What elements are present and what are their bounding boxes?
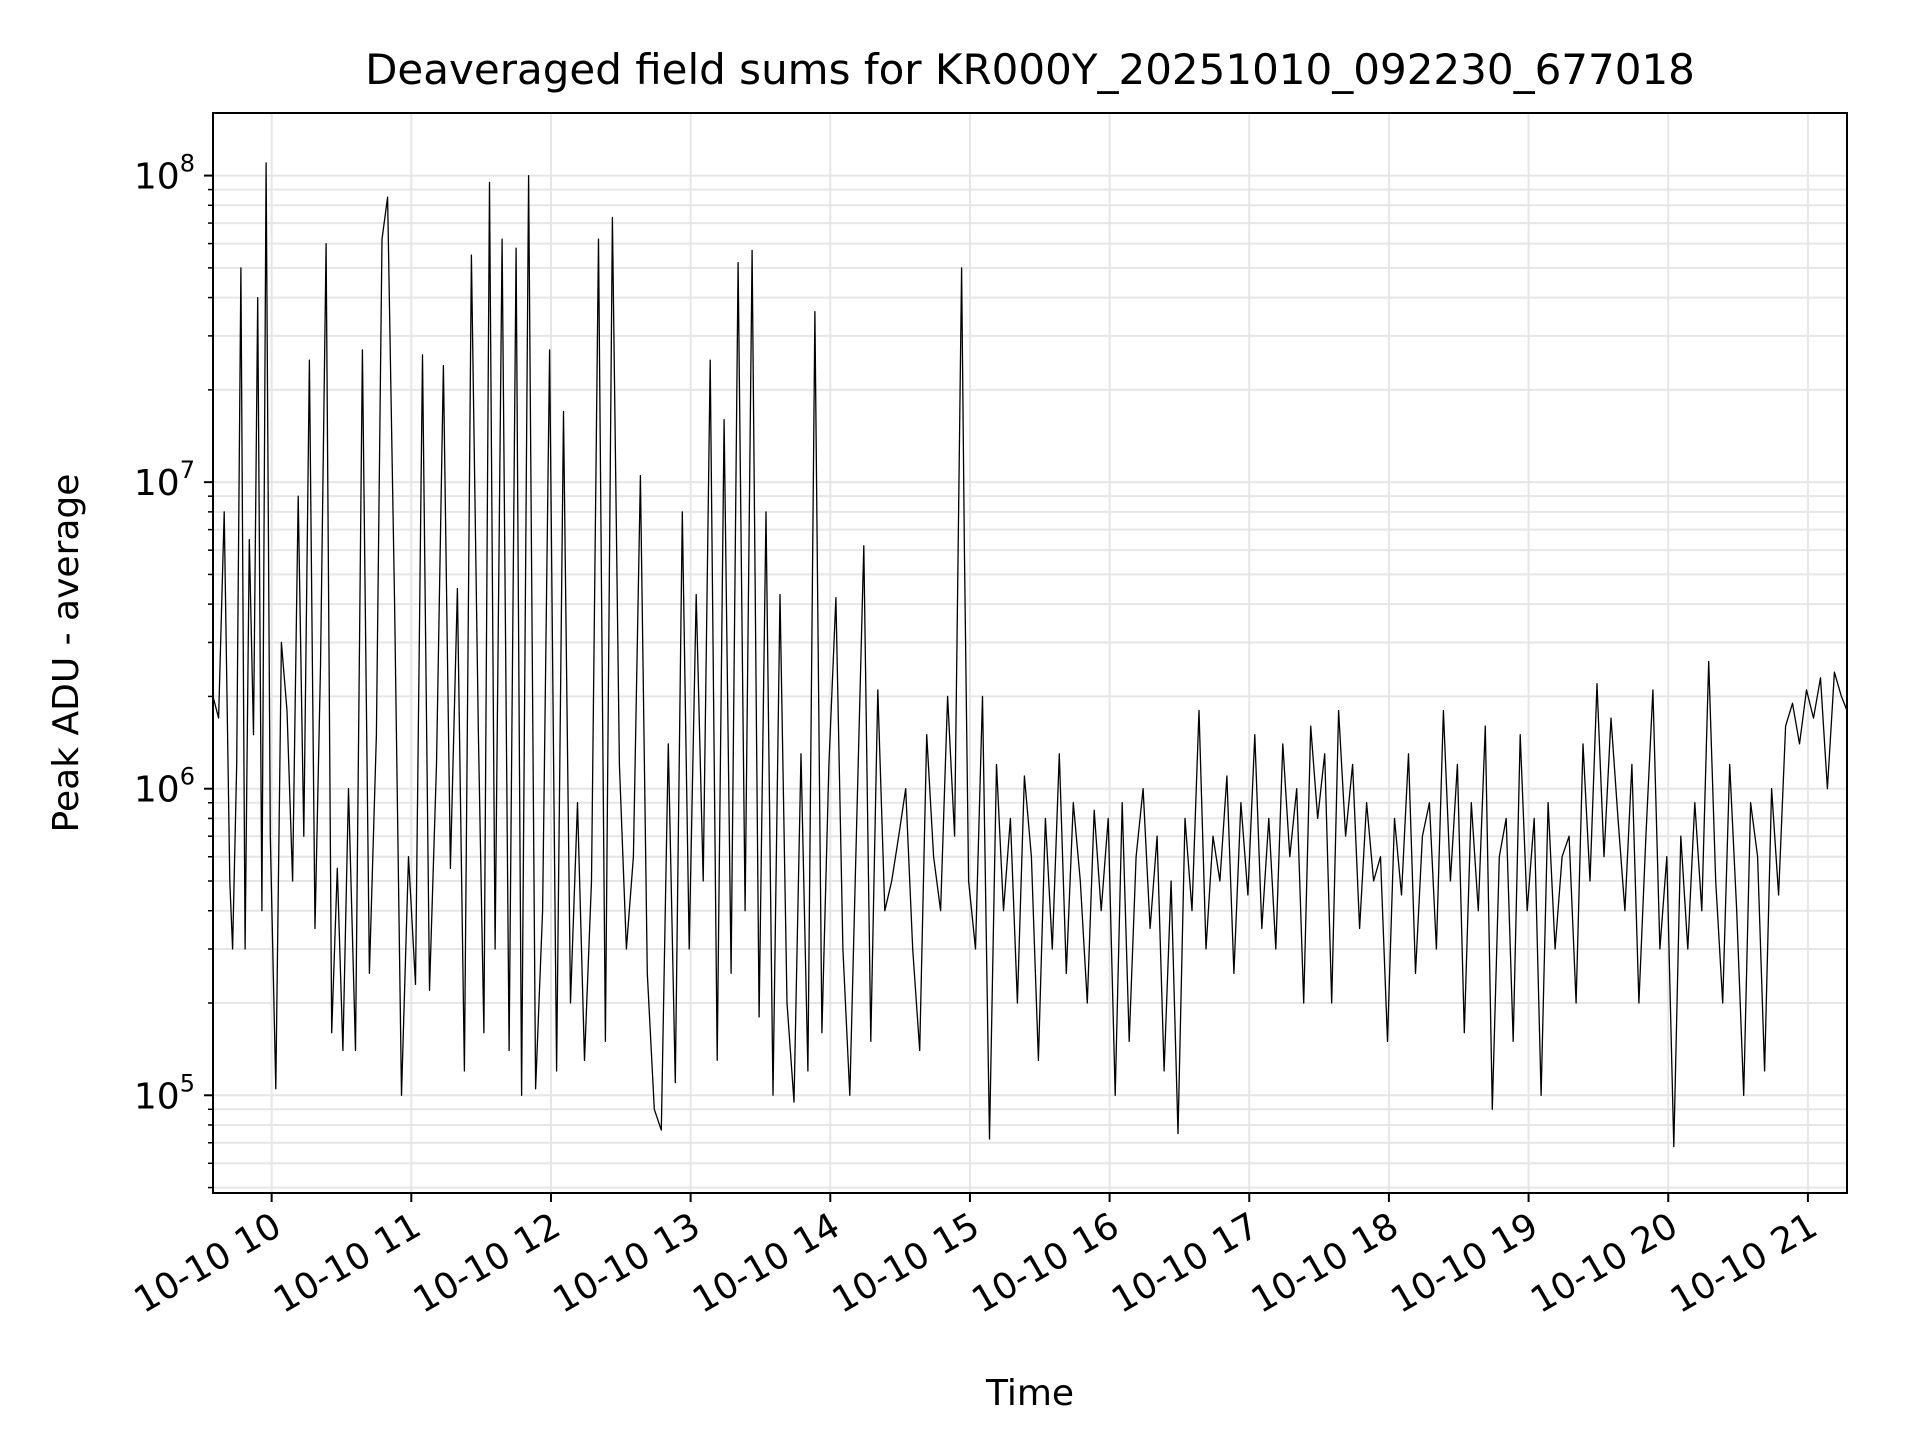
- x-tick-label: 10-10 12: [407, 1205, 568, 1321]
- x-tick-label: 10-10 16: [965, 1205, 1126, 1321]
- plot-frame: [212, 112, 1848, 1194]
- x-tick-label: 10-10 20: [1524, 1205, 1685, 1321]
- x-tick-label: 10-10 18: [1245, 1205, 1406, 1321]
- x-tick-label: 10-10 19: [1384, 1205, 1545, 1321]
- y-tick-label: 107: [134, 456, 195, 504]
- x-tick-label: 10-10 21: [1664, 1205, 1825, 1321]
- chart-title: Deaveraged field sums for KR000Y_2025101…: [365, 45, 1695, 94]
- x-tick-label: 10-10 14: [686, 1205, 847, 1321]
- x-tick-label: 10-10 10: [127, 1205, 288, 1321]
- y-tick-label: 106: [134, 763, 195, 811]
- y-tick-label: 108: [134, 150, 195, 198]
- x-tick-label: 10-10 11: [267, 1205, 428, 1321]
- x-tick-label: 10-10 17: [1105, 1205, 1266, 1321]
- x-tick-label: 10-10 15: [826, 1205, 987, 1321]
- y-axis-label: Peak ADU - average: [46, 474, 87, 833]
- x-tick-label: 10-10 13: [546, 1205, 707, 1321]
- series-line-peak-adu: [212, 162, 1848, 1148]
- y-tick-label: 105: [134, 1069, 195, 1117]
- x-axis-label: Time: [985, 1373, 1074, 1414]
